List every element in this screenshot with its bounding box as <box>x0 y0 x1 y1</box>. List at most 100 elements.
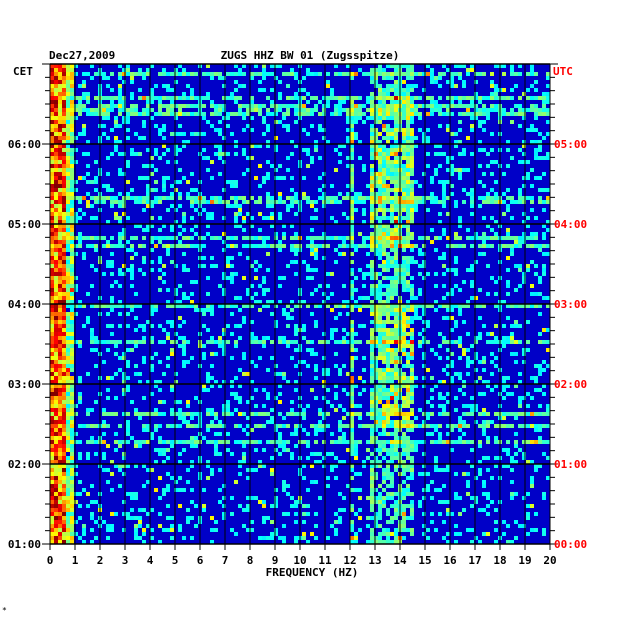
heatmap-cell <box>406 64 410 68</box>
heatmap-cell <box>522 424 526 428</box>
heatmap-cell <box>254 496 258 500</box>
heatmap-cell <box>238 412 242 416</box>
heatmap-cell <box>386 368 390 372</box>
heatmap-cell <box>66 468 70 472</box>
heatmap-cell <box>66 424 70 428</box>
heatmap-cell <box>378 244 382 248</box>
heatmap-cell <box>214 412 218 416</box>
heatmap-cell <box>62 68 66 72</box>
heatmap-cell <box>482 508 486 512</box>
heatmap-cell <box>66 192 70 196</box>
heatmap-cell <box>382 472 386 476</box>
heatmap-cell <box>402 340 406 344</box>
heatmap-cell <box>486 492 490 496</box>
heatmap-cell <box>194 104 198 108</box>
heatmap-cell <box>442 256 446 260</box>
heatmap-cell <box>446 348 450 352</box>
heatmap-cell <box>102 440 106 444</box>
heatmap-cell <box>406 236 410 240</box>
heatmap-cell <box>210 412 214 416</box>
heatmap-cell <box>154 84 158 88</box>
heatmap-cell <box>366 296 370 300</box>
heatmap-cell <box>262 424 266 428</box>
heatmap-cell <box>362 368 366 372</box>
heatmap-cell <box>382 372 386 376</box>
heatmap-cell <box>58 304 62 308</box>
heatmap-cell <box>406 304 410 308</box>
heatmap-cell <box>402 248 406 252</box>
heatmap-cell <box>350 76 354 80</box>
heatmap-cell <box>378 100 382 104</box>
heatmap-cell <box>214 112 218 116</box>
heatmap-cell <box>342 508 346 512</box>
heatmap-cell <box>62 320 66 324</box>
heatmap-cell <box>374 316 378 320</box>
heatmap-cell <box>490 388 494 392</box>
heatmap-cell <box>410 88 414 92</box>
heatmap-cell <box>234 480 238 484</box>
heatmap-cell <box>290 188 294 192</box>
heatmap-cell <box>522 360 526 364</box>
heatmap-cell <box>142 464 146 468</box>
heatmap-cell <box>102 340 106 344</box>
heatmap-cell <box>502 464 506 468</box>
heatmap-cell <box>542 172 546 176</box>
heatmap-cell <box>110 72 114 76</box>
heatmap-cell <box>314 452 318 456</box>
heatmap-cell <box>270 100 274 104</box>
heatmap-cell <box>262 76 266 80</box>
heatmap-cell <box>386 484 390 488</box>
heatmap-cell <box>54 180 58 184</box>
heatmap-cell <box>390 244 394 248</box>
heatmap-cell <box>210 264 214 268</box>
heatmap-cell <box>374 176 378 180</box>
heatmap-cell <box>142 324 146 328</box>
heatmap-cell <box>370 308 374 312</box>
heatmap-cell <box>514 384 518 388</box>
heatmap-cell <box>382 320 386 324</box>
heatmap-cell <box>354 276 358 280</box>
heatmap-cell <box>106 388 110 392</box>
heatmap-cell <box>378 148 382 152</box>
heatmap-cell <box>50 176 54 180</box>
heatmap-cell <box>538 148 542 152</box>
heatmap-cell <box>494 96 498 100</box>
heatmap-cell <box>54 244 58 248</box>
heatmap-cell <box>530 424 534 428</box>
heatmap-cell <box>342 236 346 240</box>
heatmap-cell <box>394 164 398 168</box>
heatmap-cell <box>246 416 250 420</box>
heatmap-cell <box>310 340 314 344</box>
heatmap-cell <box>66 68 70 72</box>
heatmap-cell <box>322 292 326 296</box>
heatmap-cell <box>434 424 438 428</box>
heatmap-cell <box>374 228 378 232</box>
heatmap-cell <box>134 200 138 204</box>
heatmap-cell <box>66 104 70 108</box>
heatmap-cell <box>110 104 114 108</box>
heatmap-cell <box>70 408 74 412</box>
heatmap-cell <box>210 340 214 344</box>
heatmap-cell <box>378 248 382 252</box>
heatmap-cell <box>422 136 426 140</box>
heatmap-cell <box>210 104 214 108</box>
heatmap-cell <box>370 484 374 488</box>
heatmap-cell <box>122 104 126 108</box>
heatmap-cell <box>350 104 354 108</box>
heatmap-cell <box>386 460 390 464</box>
heatmap-cell <box>486 412 490 416</box>
heatmap-cell <box>546 228 550 232</box>
heatmap-cell <box>246 256 250 260</box>
heatmap-cell <box>458 96 462 100</box>
heatmap-cell <box>262 340 266 344</box>
heatmap-cell <box>346 128 350 132</box>
heatmap-cell <box>430 304 434 308</box>
heatmap-cell <box>346 192 350 196</box>
heatmap-cell <box>490 80 494 84</box>
heatmap-cell <box>294 512 298 516</box>
heatmap-cell <box>126 64 130 68</box>
heatmap-cell <box>250 224 254 228</box>
heatmap-cell <box>58 184 62 188</box>
heatmap-cell <box>454 320 458 324</box>
heatmap-cell <box>514 340 518 344</box>
